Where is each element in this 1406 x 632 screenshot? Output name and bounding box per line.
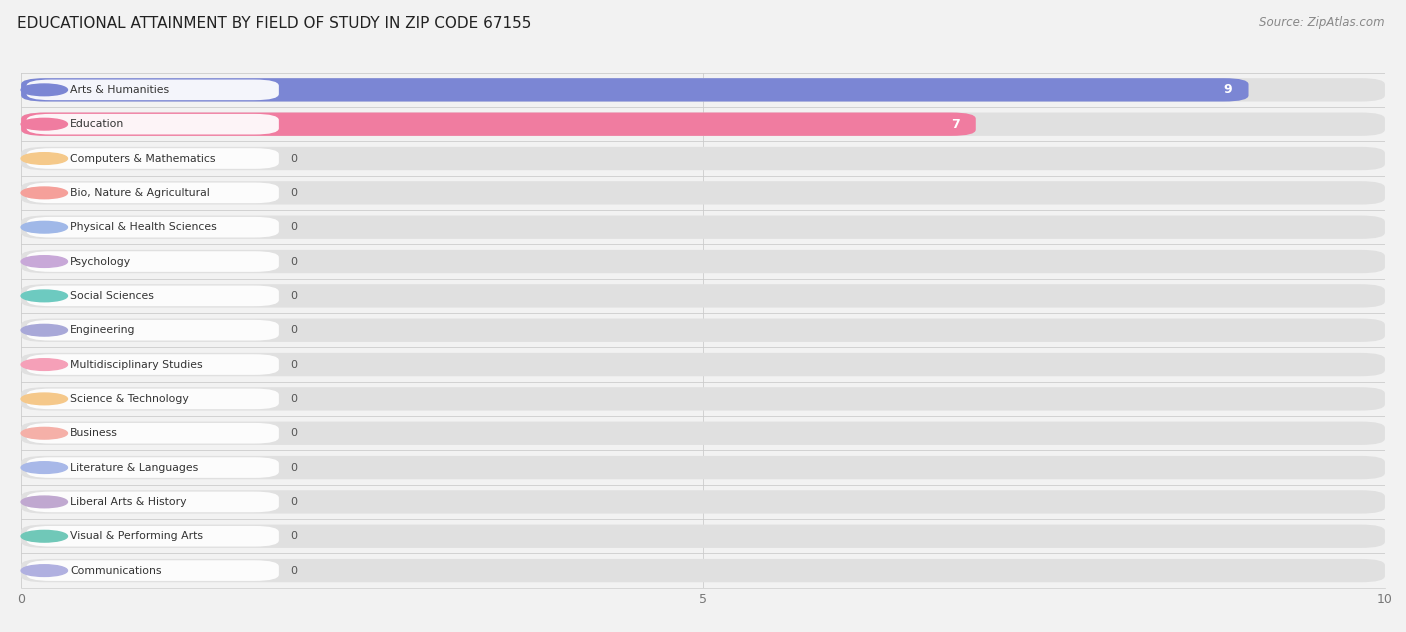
Circle shape <box>21 530 67 542</box>
FancyBboxPatch shape <box>27 80 278 100</box>
FancyBboxPatch shape <box>21 216 1385 239</box>
FancyBboxPatch shape <box>21 112 1385 136</box>
Text: 0: 0 <box>290 394 297 404</box>
FancyBboxPatch shape <box>21 525 1385 548</box>
Circle shape <box>21 221 67 233</box>
Text: 0: 0 <box>290 325 297 335</box>
Circle shape <box>21 565 67 576</box>
FancyBboxPatch shape <box>27 423 278 444</box>
Text: Liberal Arts & History: Liberal Arts & History <box>70 497 187 507</box>
FancyBboxPatch shape <box>21 490 1385 514</box>
FancyBboxPatch shape <box>21 284 1385 308</box>
FancyBboxPatch shape <box>27 149 278 169</box>
Text: 0: 0 <box>290 532 297 541</box>
Circle shape <box>21 187 67 198</box>
FancyBboxPatch shape <box>21 353 1385 376</box>
FancyBboxPatch shape <box>21 319 1385 342</box>
Circle shape <box>21 462 67 473</box>
FancyBboxPatch shape <box>21 78 1249 102</box>
FancyBboxPatch shape <box>21 78 1385 102</box>
FancyBboxPatch shape <box>21 181 1385 205</box>
FancyBboxPatch shape <box>21 387 1385 411</box>
FancyBboxPatch shape <box>27 526 278 547</box>
Text: Bio, Nature & Agricultural: Bio, Nature & Agricultural <box>70 188 209 198</box>
Text: 9: 9 <box>1223 83 1232 96</box>
Circle shape <box>21 393 67 404</box>
FancyBboxPatch shape <box>21 112 976 136</box>
FancyBboxPatch shape <box>27 183 278 203</box>
Text: Education: Education <box>70 119 125 129</box>
Text: Physical & Health Sciences: Physical & Health Sciences <box>70 222 217 232</box>
Text: Communications: Communications <box>70 566 162 576</box>
Circle shape <box>21 118 67 130</box>
FancyBboxPatch shape <box>21 147 1385 170</box>
Text: Engineering: Engineering <box>70 325 136 335</box>
Circle shape <box>21 496 67 507</box>
Text: 0: 0 <box>290 497 297 507</box>
Circle shape <box>21 84 67 95</box>
FancyBboxPatch shape <box>27 492 278 512</box>
FancyBboxPatch shape <box>27 561 278 581</box>
Circle shape <box>21 427 67 439</box>
Text: 0: 0 <box>290 566 297 576</box>
Text: Visual & Performing Arts: Visual & Performing Arts <box>70 532 204 541</box>
Text: 0: 0 <box>290 188 297 198</box>
Text: 0: 0 <box>290 291 297 301</box>
FancyBboxPatch shape <box>27 217 278 238</box>
FancyBboxPatch shape <box>21 456 1385 479</box>
Text: 0: 0 <box>290 222 297 232</box>
FancyBboxPatch shape <box>27 286 278 306</box>
Text: 0: 0 <box>290 428 297 438</box>
Text: Arts & Humanities: Arts & Humanities <box>70 85 169 95</box>
FancyBboxPatch shape <box>21 422 1385 445</box>
Circle shape <box>21 256 67 267</box>
FancyBboxPatch shape <box>27 114 278 135</box>
Circle shape <box>21 359 67 370</box>
Text: Psychology: Psychology <box>70 257 131 267</box>
Text: EDUCATIONAL ATTAINMENT BY FIELD OF STUDY IN ZIP CODE 67155: EDUCATIONAL ATTAINMENT BY FIELD OF STUDY… <box>17 16 531 31</box>
Text: Social Sciences: Social Sciences <box>70 291 155 301</box>
Text: Source: ZipAtlas.com: Source: ZipAtlas.com <box>1260 16 1385 29</box>
Text: Multidisciplinary Studies: Multidisciplinary Studies <box>70 360 202 370</box>
Circle shape <box>21 153 67 164</box>
Circle shape <box>21 290 67 301</box>
FancyBboxPatch shape <box>27 252 278 272</box>
Text: Science & Technology: Science & Technology <box>70 394 188 404</box>
FancyBboxPatch shape <box>27 320 278 341</box>
Text: 0: 0 <box>290 257 297 267</box>
Text: Business: Business <box>70 428 118 438</box>
FancyBboxPatch shape <box>27 355 278 375</box>
Text: 0: 0 <box>290 463 297 473</box>
FancyBboxPatch shape <box>21 250 1385 273</box>
Text: 0: 0 <box>290 154 297 164</box>
Text: 7: 7 <box>950 118 959 131</box>
FancyBboxPatch shape <box>27 389 278 409</box>
FancyBboxPatch shape <box>27 458 278 478</box>
Text: Computers & Mathematics: Computers & Mathematics <box>70 154 215 164</box>
FancyBboxPatch shape <box>21 559 1385 582</box>
Text: 0: 0 <box>290 360 297 370</box>
Circle shape <box>21 324 67 336</box>
Text: Literature & Languages: Literature & Languages <box>70 463 198 473</box>
